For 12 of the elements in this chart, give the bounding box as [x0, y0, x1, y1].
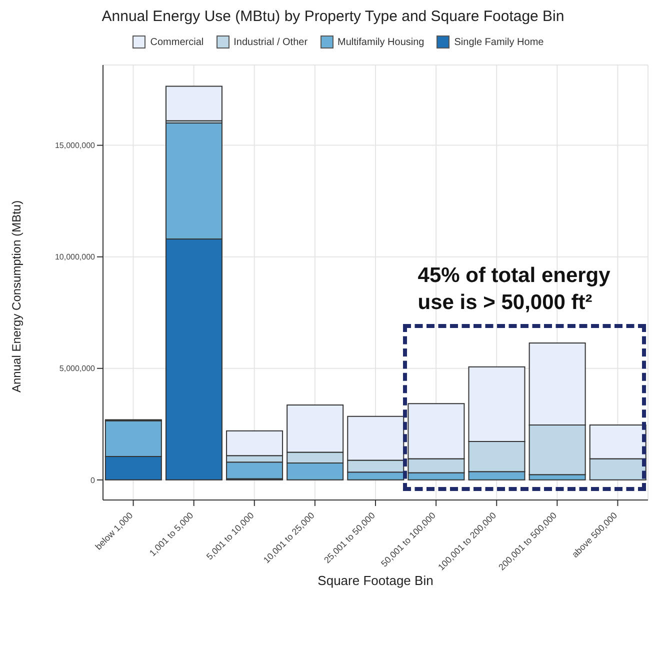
legend-label: Multifamily Housing	[338, 36, 424, 48]
legend-label: Commercial	[150, 36, 204, 48]
legend-label: Industrial / Other	[234, 36, 308, 48]
legend-label: Single Family Home	[454, 36, 544, 48]
y-tick-label: 10,000,000	[54, 252, 96, 262]
x-axis-title: Square Footage Bin	[318, 573, 434, 588]
y-tick-label: 15,000,000	[54, 141, 96, 150]
annotation: 45% of total energy use is > 50,000 ft²	[418, 262, 612, 316]
y-tick-label: 5,000,000	[59, 364, 96, 374]
y-axis-title: Annual Energy Consumption (MBtu)	[9, 200, 24, 392]
y-tick-label: 0	[90, 476, 96, 485]
chart-title: Annual Energy Use (MBtu) by Property Type and Square Footage Bin	[100, 8, 566, 25]
